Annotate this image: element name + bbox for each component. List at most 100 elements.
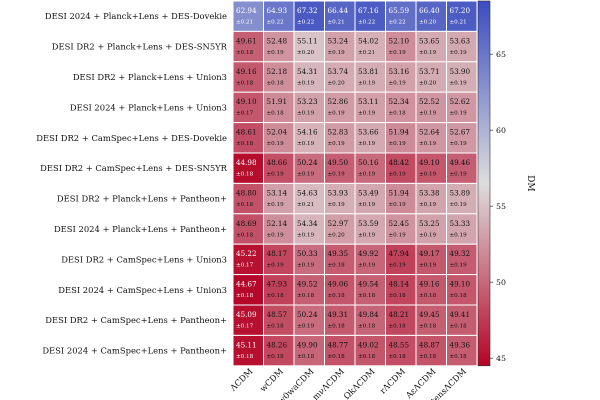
cell-value: 48.77 [328,340,349,349]
cell-value: 49.50 [328,158,349,167]
cell-rect [354,334,386,367]
cell-rect [415,152,447,184]
cell-rect [263,30,295,63]
heatmap-cell: 49.41 ±0.18 [446,304,478,336]
heatmap-cell: 49.16 ±0.18 [232,61,264,93]
heatmap-cell: 49.17 ±0.19 [415,243,447,276]
cell-error: ±0.19 [419,263,437,269]
cell-value: 49.02 [358,340,379,349]
cell-value: 49.10 [450,280,471,289]
heatmap-cell: 52.52 ±0.19 [415,91,447,124]
cell-error: ±0.19 [358,172,376,178]
cell-value: 45.11 [236,340,257,349]
heatmap-cell: 48.17 ±0.19 [263,243,295,276]
cell-value: 47.94 [389,249,410,258]
heatmap-cell: 45.09 ±0.17 [232,304,264,336]
heatmap-cell: 48.69 ±0.18 [232,213,264,245]
cell-error: ±0.18 [267,354,285,360]
cell-error: ±0.18 [236,50,254,56]
cell-value: 48.26 [267,340,288,349]
cell-error: ±0.18 [389,111,407,117]
heatmap-cell: 49.61 ±0.18 [232,30,264,63]
heatmap-cell: 53.93 ±0.19 [324,182,356,215]
cell-error: ±0.19 [389,80,407,86]
heatmap-cell: 49.54 ±0.18 [354,274,386,306]
heatmap-cell: 49.92 ±0.19 [354,243,386,276]
cell-rect [263,182,295,215]
cell-value: 52.62 [450,97,471,106]
cell-value: 48.87 [419,340,440,349]
cell-error: ±0.19 [297,324,315,330]
cell-error: ±0.19 [328,172,346,178]
row-label: DESI 2024 + CamSpec+Lens + Union3 [58,285,227,295]
cell-rect [293,182,325,215]
cell-error: ±0.19 [419,141,437,147]
row-label: DESI DR2 + CamSpec+Lens + DES-Dovekie [36,133,227,143]
heatmap-cell: 50.33 ±0.19 [293,243,325,276]
heatmap-cell: 48.87 ±0.18 [415,334,447,367]
heatmap-cell: 51.91 ±0.18 [263,91,295,124]
cell-rect [446,152,478,184]
cell-error: ±0.18 [267,80,285,86]
cell-error: ±0.19 [358,80,376,86]
row-label: DESI DR2 + Planck+Lens + Pantheon+ [57,194,227,204]
cell-error: ±0.19 [358,141,376,147]
cell-error: ±0.19 [450,111,468,117]
cell-value: 48.14 [389,280,410,289]
cell-value: 51.94 [389,188,410,197]
cell-value: 54.31 [297,67,318,76]
cell-rect [354,122,386,154]
cell-rect [354,61,386,93]
cell-value: 52.67 [450,128,471,137]
cell-value: 52.34 [389,97,410,106]
cell-error: ±0.19 [267,141,285,147]
cell-value: 54.02 [358,36,379,45]
heatmap-cell: 52.18 ±0.18 [263,61,295,93]
cell-error: ±0.18 [267,111,285,117]
colorbar-tick-label: 55 [496,202,506,211]
heatmap-cell: 53.49 ±0.19 [354,182,386,215]
cell-value: 52.04 [267,128,288,137]
cell-value: 48.80 [236,188,257,197]
cell-rect [446,61,478,93]
cell-error: ±0.19 [419,50,437,56]
cell-value: 49.46 [450,158,471,167]
cell-rect [446,274,478,306]
cell-value: 47.93 [267,280,288,289]
cell-rect [232,61,264,93]
cell-value: 45.22 [236,249,257,258]
cell-error: ±0.18 [236,172,254,178]
heatmap-cell: 48.21 ±0.18 [385,304,417,336]
cell-error: ±0.19 [267,172,285,178]
cell-error: ±0.18 [267,293,285,299]
cell-error: ±0.17 [236,111,254,117]
cell-error: ±0.18 [450,293,468,299]
cell-rect [446,243,478,276]
cell-value: 53.11 [358,97,379,106]
cell-error: ±0.21 [358,50,375,56]
cell-error: ±0.18 [236,141,254,147]
heatmap-cell: 49.31 ±0.18 [324,304,356,336]
cell-value: 48.17 [267,249,288,258]
cell-value: 49.10 [419,158,440,167]
cell-value: 66.44 [328,6,349,15]
cell-rect [354,243,386,276]
heatmap-cell: 50.24 ±0.19 [293,304,325,336]
heatmap-cell: 52.86 ±0.19 [324,91,356,124]
cell-value: 49.10 [236,97,257,106]
cell-rect [415,274,447,306]
heatmap-cell: 64.93 ±0.22 [263,0,295,32]
heatmap-cell: 49.45 ±0.18 [415,304,447,336]
heatmap-cell: 53.74 ±0.20 [324,61,356,93]
cell-value: 49.36 [450,340,471,349]
cell-rect [385,182,417,215]
cell-value: 52.97 [328,219,349,228]
cell-value: 49.92 [358,249,379,258]
cell-error: ±0.18 [358,354,376,360]
cell-value: 49.35 [328,249,349,258]
cell-rect [446,334,478,367]
cell-value: 53.59 [358,219,379,228]
cell-rect [385,0,417,32]
cell-error: ±0.17 [236,263,254,269]
